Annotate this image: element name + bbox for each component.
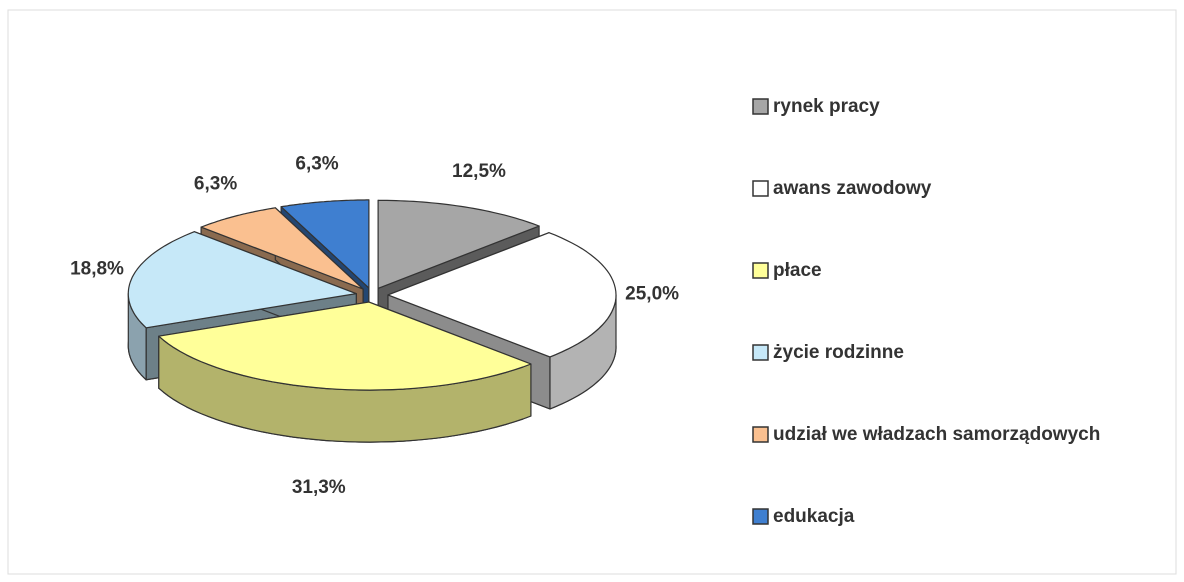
slice-top: [280, 199, 370, 289]
slice-top: [200, 207, 364, 290]
data-label: 25,0%: [625, 284, 679, 305]
legend-label: życie rodzinne: [773, 342, 904, 363]
data-label: 31,3%: [292, 477, 346, 498]
legend-swatch: [752, 98, 769, 115]
legend-swatch: [752, 344, 769, 361]
legend-label: rynek pracy: [773, 96, 880, 117]
legend-label: udział we władzach samorządowych: [773, 424, 1100, 445]
legend-swatch: [752, 508, 769, 525]
legend-label: awans zawodowy: [773, 178, 932, 199]
slice: [158, 301, 532, 443]
slice-top: [127, 231, 357, 329]
legend-swatch: [752, 180, 769, 197]
data-label: 18,8%: [70, 259, 124, 280]
legend-swatch: [752, 426, 769, 443]
slice-top: [158, 301, 532, 391]
slice-top: [387, 232, 617, 358]
legend-label: edukacja: [773, 506, 855, 527]
data-label: 6,3%: [194, 174, 237, 195]
slice-top: [377, 199, 540, 289]
data-label: 6,3%: [295, 153, 338, 174]
legend-swatch: [752, 262, 769, 279]
legend-label: płace: [773, 260, 822, 281]
data-label: 12,5%: [452, 161, 506, 182]
